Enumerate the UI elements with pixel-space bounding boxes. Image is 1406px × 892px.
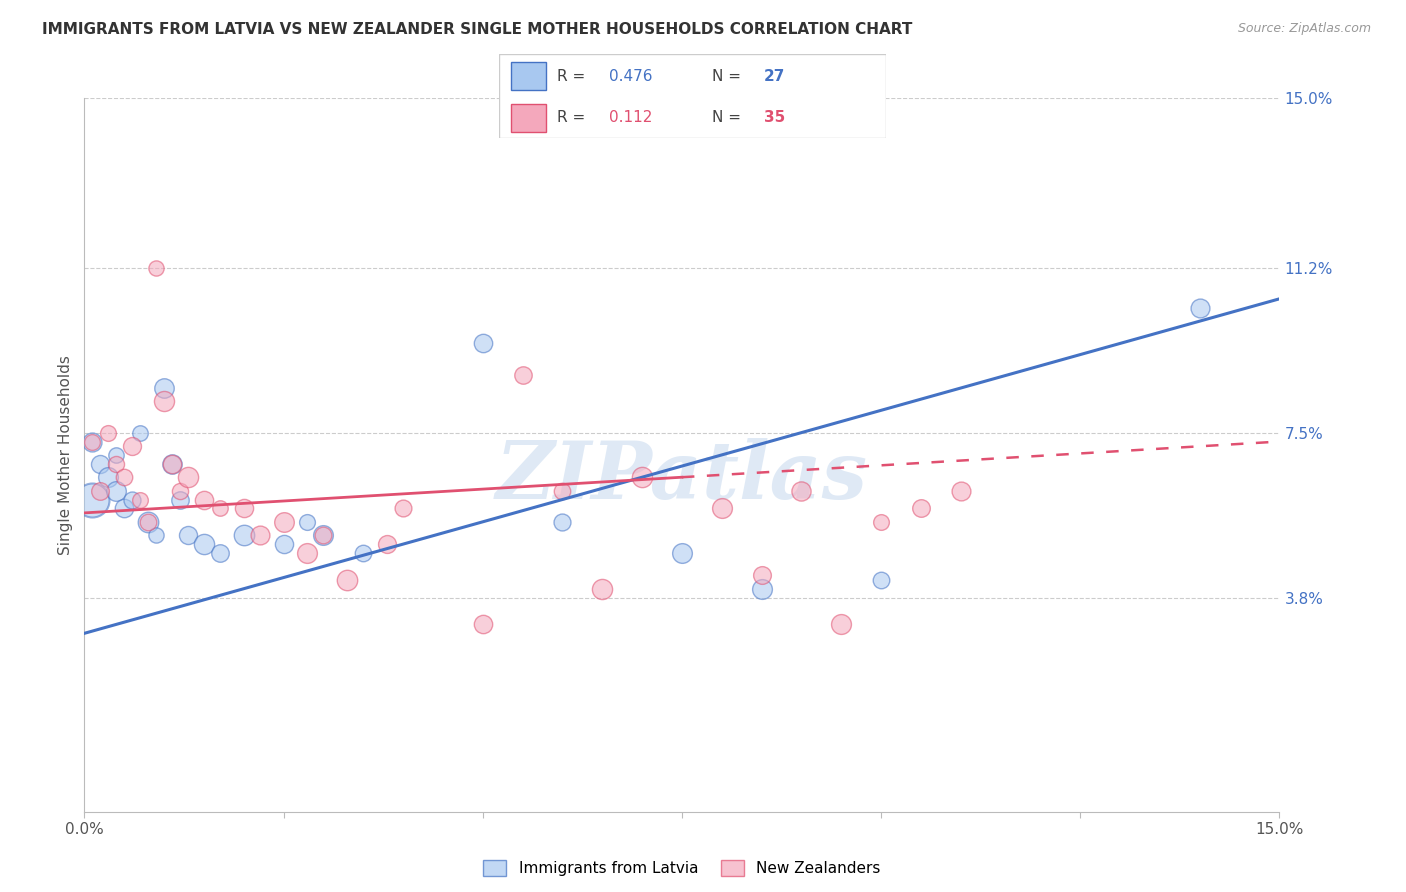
Point [870,515,893,529]
Point [82,434,104,449]
Point [232,528,254,542]
Point [177,470,200,484]
Point [1188,301,1211,315]
Text: N =: N = [711,111,745,126]
Point [177,528,200,542]
Point [710,501,733,516]
Point [169,483,191,498]
Point [352,546,374,560]
Point [471,336,494,351]
Text: IMMIGRANTS FROM LATVIA VS NEW ZEALANDER SINGLE MOTHER HOUSEHOLDS CORRELATION CHA: IMMIGRANTS FROM LATVIA VS NEW ZEALANDER … [42,22,912,37]
Point [160,457,183,471]
Point [97,470,120,484]
Point [232,501,254,516]
Legend: Immigrants from Latvia, New Zealanders: Immigrants from Latvia, New Zealanders [477,855,887,882]
Point [790,483,813,498]
Point [169,492,191,507]
Point [145,528,167,542]
Text: N =: N = [711,69,745,84]
Point [136,515,159,529]
Text: R =: R = [557,111,591,126]
Point [591,582,613,596]
FancyBboxPatch shape [510,62,546,90]
Point [105,457,128,471]
Point [82,492,104,507]
Point [671,546,693,560]
Point [273,515,295,529]
Point [112,470,135,484]
Point [273,537,295,551]
Point [631,470,654,484]
Point [129,492,152,507]
Point [336,573,359,587]
Point [112,501,135,516]
Point [375,537,398,551]
Point [551,483,574,498]
Point [136,515,159,529]
Point [949,483,972,498]
Text: Source: ZipAtlas.com: Source: ZipAtlas.com [1237,22,1371,36]
Point [82,434,104,449]
Point [249,528,271,542]
FancyBboxPatch shape [499,54,886,138]
Point [121,492,143,507]
Point [145,260,167,275]
Point [193,492,215,507]
Point [105,448,128,462]
Point [153,394,176,409]
Point [121,439,143,453]
Point [193,537,215,551]
Point [751,582,773,596]
Point [129,425,152,440]
Text: 35: 35 [763,111,785,126]
Point [97,425,120,440]
Point [208,546,231,560]
Point [105,483,128,498]
Text: 0.476: 0.476 [609,69,652,84]
Point [312,528,335,542]
Text: R =: R = [557,69,591,84]
FancyBboxPatch shape [510,104,546,132]
Point [89,457,111,471]
Point [153,381,176,395]
Point [297,515,319,529]
Text: 27: 27 [763,69,786,84]
Point [551,515,574,529]
Text: 0.112: 0.112 [609,111,652,126]
Point [751,568,773,582]
Point [910,501,932,516]
Point [297,546,319,560]
Point [471,617,494,632]
Point [512,368,534,382]
Text: ZIPatlas: ZIPatlas [496,438,868,515]
Point [208,501,231,516]
Point [312,528,335,542]
Point [160,457,183,471]
Point [392,501,415,516]
Point [870,573,893,587]
Point [830,617,852,632]
Y-axis label: Single Mother Households: Single Mother Households [58,355,73,555]
Point [89,483,111,498]
